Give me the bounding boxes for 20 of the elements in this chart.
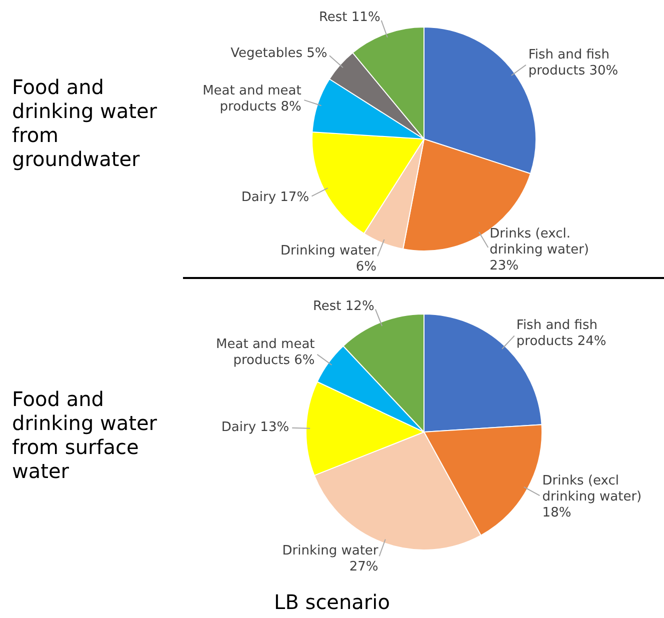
slice-label: Fish and fish products 30% — [528, 48, 618, 79]
slice-label: Rest 11% — [318, 10, 380, 25]
slice-label: Meat and meat products 8% — [202, 84, 302, 115]
slice-label: Dairy 17% — [241, 190, 310, 205]
slice-label: Drinks (excl. drinking water) — [490, 226, 589, 258]
data-label: 18% — [542, 505, 572, 520]
data-label: 6% — [356, 259, 377, 274]
data-label: 27% — [349, 559, 378, 574]
slice-label: Rest 12% — [312, 298, 374, 314]
text: Food and drinking water from surface water — [12, 387, 158, 483]
slice-label: Meat and meat products 6% — [216, 337, 315, 368]
slice-label: Drinking water — [280, 243, 378, 258]
text: LB scenario — [273, 590, 391, 614]
text: Food and drinking water from groundwater — [12, 75, 158, 171]
slice-label: Drinks (excl drinking water) — [542, 473, 642, 504]
slice-label: Fish and fish products 24% — [516, 318, 606, 349]
slice-label: Dairy 13% — [221, 420, 290, 436]
slice-label: Vegetables 5% — [230, 46, 328, 62]
data-label: 23% — [490, 258, 519, 274]
slice-label: Drinking water — [282, 543, 379, 558]
